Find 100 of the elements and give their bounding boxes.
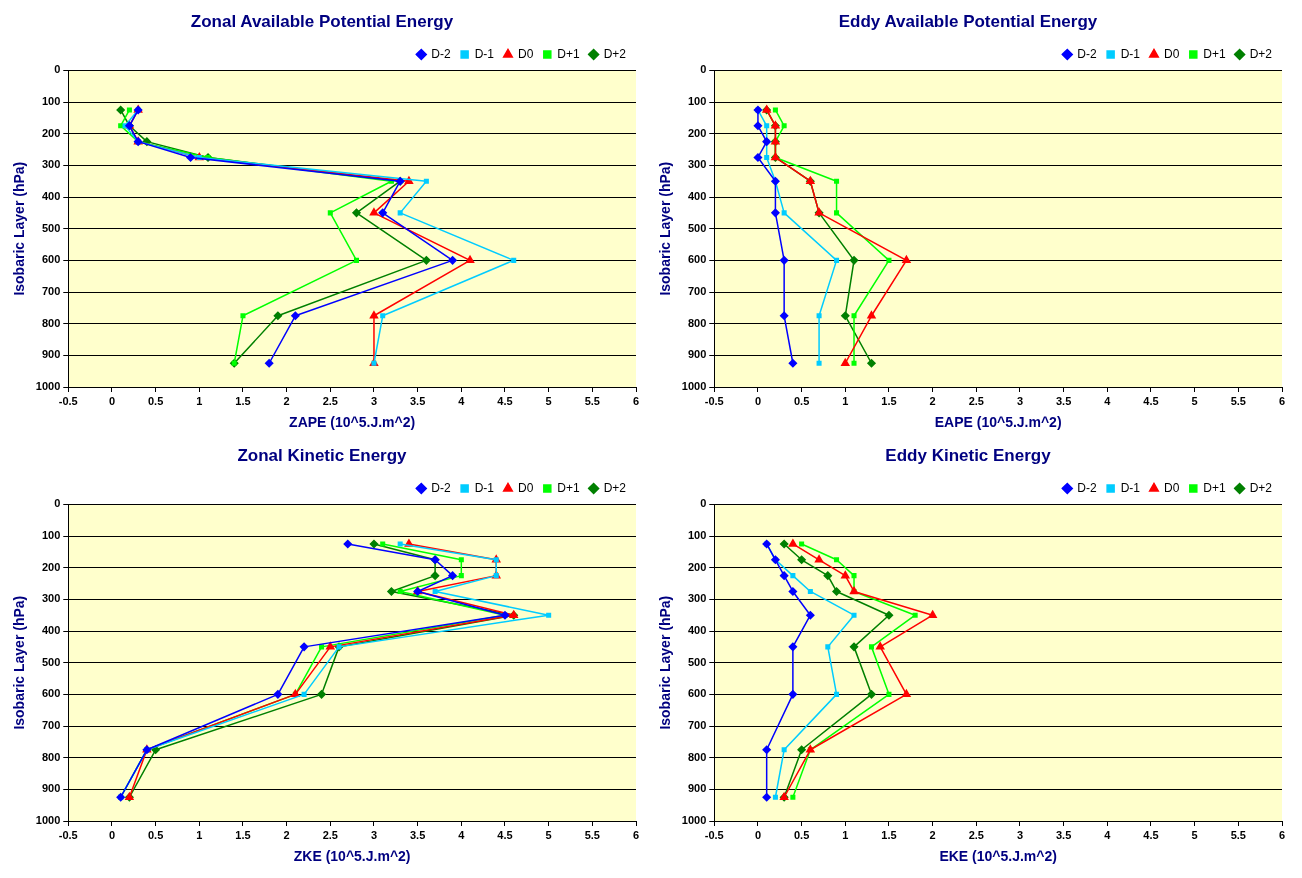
x-tick-label: 5.5 xyxy=(584,394,600,407)
legend-label: D+1 xyxy=(1203,46,1226,61)
x-tick-label: 5 xyxy=(1191,394,1198,407)
x-tick-label: 2 xyxy=(929,394,936,407)
x-tick-label: 3.5 xyxy=(1055,394,1072,407)
x-tick-label: 2.5 xyxy=(968,828,984,841)
x-tick-label: -0.5 xyxy=(58,394,78,407)
legend-label: D0 xyxy=(1163,46,1180,61)
x-tick-label: 4 xyxy=(458,394,466,407)
x-tick-label: 6 xyxy=(632,394,640,407)
chart-title: Eddy Kinetic Energy xyxy=(885,445,1052,465)
x-tick-label: 3.5 xyxy=(409,828,426,841)
legend-label: D-2 xyxy=(1077,46,1097,61)
y-tick-label: 100 xyxy=(687,529,707,542)
x-tick-label: 5 xyxy=(545,828,552,841)
y-tick-label: 600 xyxy=(687,253,707,266)
x-tick-label: 0 xyxy=(754,828,761,841)
x-tick-label: 4 xyxy=(1104,828,1112,841)
x-tick-label: -0.5 xyxy=(704,828,724,841)
y-tick-label: 100 xyxy=(41,95,61,108)
y-axis-title: Isobaric Layer (hPa) xyxy=(11,595,28,730)
legend-label: D-2 xyxy=(431,480,451,495)
x-tick-label: 5 xyxy=(1191,828,1198,841)
x-tick-label: 6 xyxy=(1278,828,1286,841)
x-tick-label: 5.5 xyxy=(1230,828,1246,841)
x-tick-label: 0.5 xyxy=(793,828,810,841)
x-axis-title: EKE (10^5.J.m^2) xyxy=(939,848,1057,865)
x-tick-label: 3.5 xyxy=(409,394,426,407)
x-tick-label: 3 xyxy=(1016,828,1024,841)
x-tick-label: 5 xyxy=(545,394,552,407)
x-tick-label: 0.5 xyxy=(147,394,164,407)
x-tick-label: 3 xyxy=(370,394,378,407)
x-tick-label: 0 xyxy=(108,394,115,407)
y-tick-label: 600 xyxy=(41,253,61,266)
y-tick-label: 0 xyxy=(700,497,707,510)
y-tick-label: 700 xyxy=(41,719,61,732)
legend-label: D+1 xyxy=(1203,480,1226,495)
x-tick-label: 2.5 xyxy=(322,394,338,407)
x-tick-label: 4.5 xyxy=(1143,828,1159,841)
legend-label: D+2 xyxy=(603,46,627,61)
y-tick-label: 900 xyxy=(41,348,61,361)
y-tick-label: 500 xyxy=(41,655,61,668)
x-tick-label: -0.5 xyxy=(704,394,724,407)
x-axis-title: ZKE (10^5.J.m^2) xyxy=(293,848,411,865)
y-tick-label: 700 xyxy=(41,285,61,298)
x-tick-label: 1 xyxy=(842,828,849,841)
x-tick-label: 0.5 xyxy=(793,394,810,407)
y-tick-label: 500 xyxy=(687,655,707,668)
x-tick-label: 2 xyxy=(929,828,936,841)
y-tick-label: 1000 xyxy=(681,380,707,393)
y-tick-label: 600 xyxy=(687,687,707,700)
x-tick-label: 4 xyxy=(458,828,466,841)
x-tick-label: 0 xyxy=(108,828,115,841)
y-axis-title: Isobaric Layer (hPa) xyxy=(657,595,674,730)
legend-label: D0 xyxy=(517,46,534,61)
x-tick-label: 4 xyxy=(1104,394,1112,407)
chart-title: Eddy Available Potential Energy xyxy=(838,11,1098,31)
y-tick-label: 800 xyxy=(687,750,707,763)
y-tick-label: 200 xyxy=(41,126,61,139)
y-tick-label: 800 xyxy=(41,750,61,763)
x-tick-label: -0.5 xyxy=(58,828,78,841)
x-tick-label: 5.5 xyxy=(1230,394,1246,407)
x-tick-label: 2.5 xyxy=(322,828,338,841)
legend-label: D-1 xyxy=(474,480,495,495)
legend-label: D-1 xyxy=(474,46,495,61)
x-tick-label: 2.5 xyxy=(968,394,984,407)
x-tick-label: 2 xyxy=(283,394,290,407)
y-tick-label: 0 xyxy=(54,63,61,76)
y-tick-label: 400 xyxy=(687,624,707,637)
y-tick-label: 0 xyxy=(54,497,61,510)
y-tick-label: 500 xyxy=(41,221,61,234)
y-axis-title: Isobaric Layer (hPa) xyxy=(11,161,28,296)
y-tick-label: 0 xyxy=(700,63,707,76)
y-tick-label: 800 xyxy=(41,316,61,329)
chart-title: Zonal Available Potential Energy xyxy=(190,11,454,31)
x-tick-label: 1.5 xyxy=(881,828,897,841)
y-tick-label: 200 xyxy=(41,560,61,573)
y-tick-label: 700 xyxy=(687,719,707,732)
legend-label: D-2 xyxy=(1077,480,1097,495)
legend-label: D+2 xyxy=(603,480,627,495)
x-tick-label: 4.5 xyxy=(1143,394,1159,407)
y-tick-label: 400 xyxy=(41,624,61,637)
x-tick-label: 6 xyxy=(632,828,640,841)
x-tick-label: 5.5 xyxy=(584,828,600,841)
y-tick-label: 1000 xyxy=(35,380,61,393)
x-tick-label: 3.5 xyxy=(1055,828,1072,841)
y-tick-label: 200 xyxy=(687,126,707,139)
y-tick-label: 500 xyxy=(687,221,707,234)
legend-label: D0 xyxy=(1163,480,1180,495)
legend-label: D-1 xyxy=(1120,46,1141,61)
y-tick-label: 100 xyxy=(687,95,707,108)
y-tick-label: 700 xyxy=(687,285,707,298)
y-tick-label: 300 xyxy=(687,592,707,605)
x-tick-label: 1.5 xyxy=(881,394,897,407)
y-tick-label: 300 xyxy=(41,592,61,605)
x-tick-label: 1 xyxy=(196,828,203,841)
legend-label: D-1 xyxy=(1120,480,1141,495)
legend-label: D+1 xyxy=(557,480,580,495)
y-tick-label: 900 xyxy=(41,782,61,795)
y-tick-label: 200 xyxy=(687,560,707,573)
